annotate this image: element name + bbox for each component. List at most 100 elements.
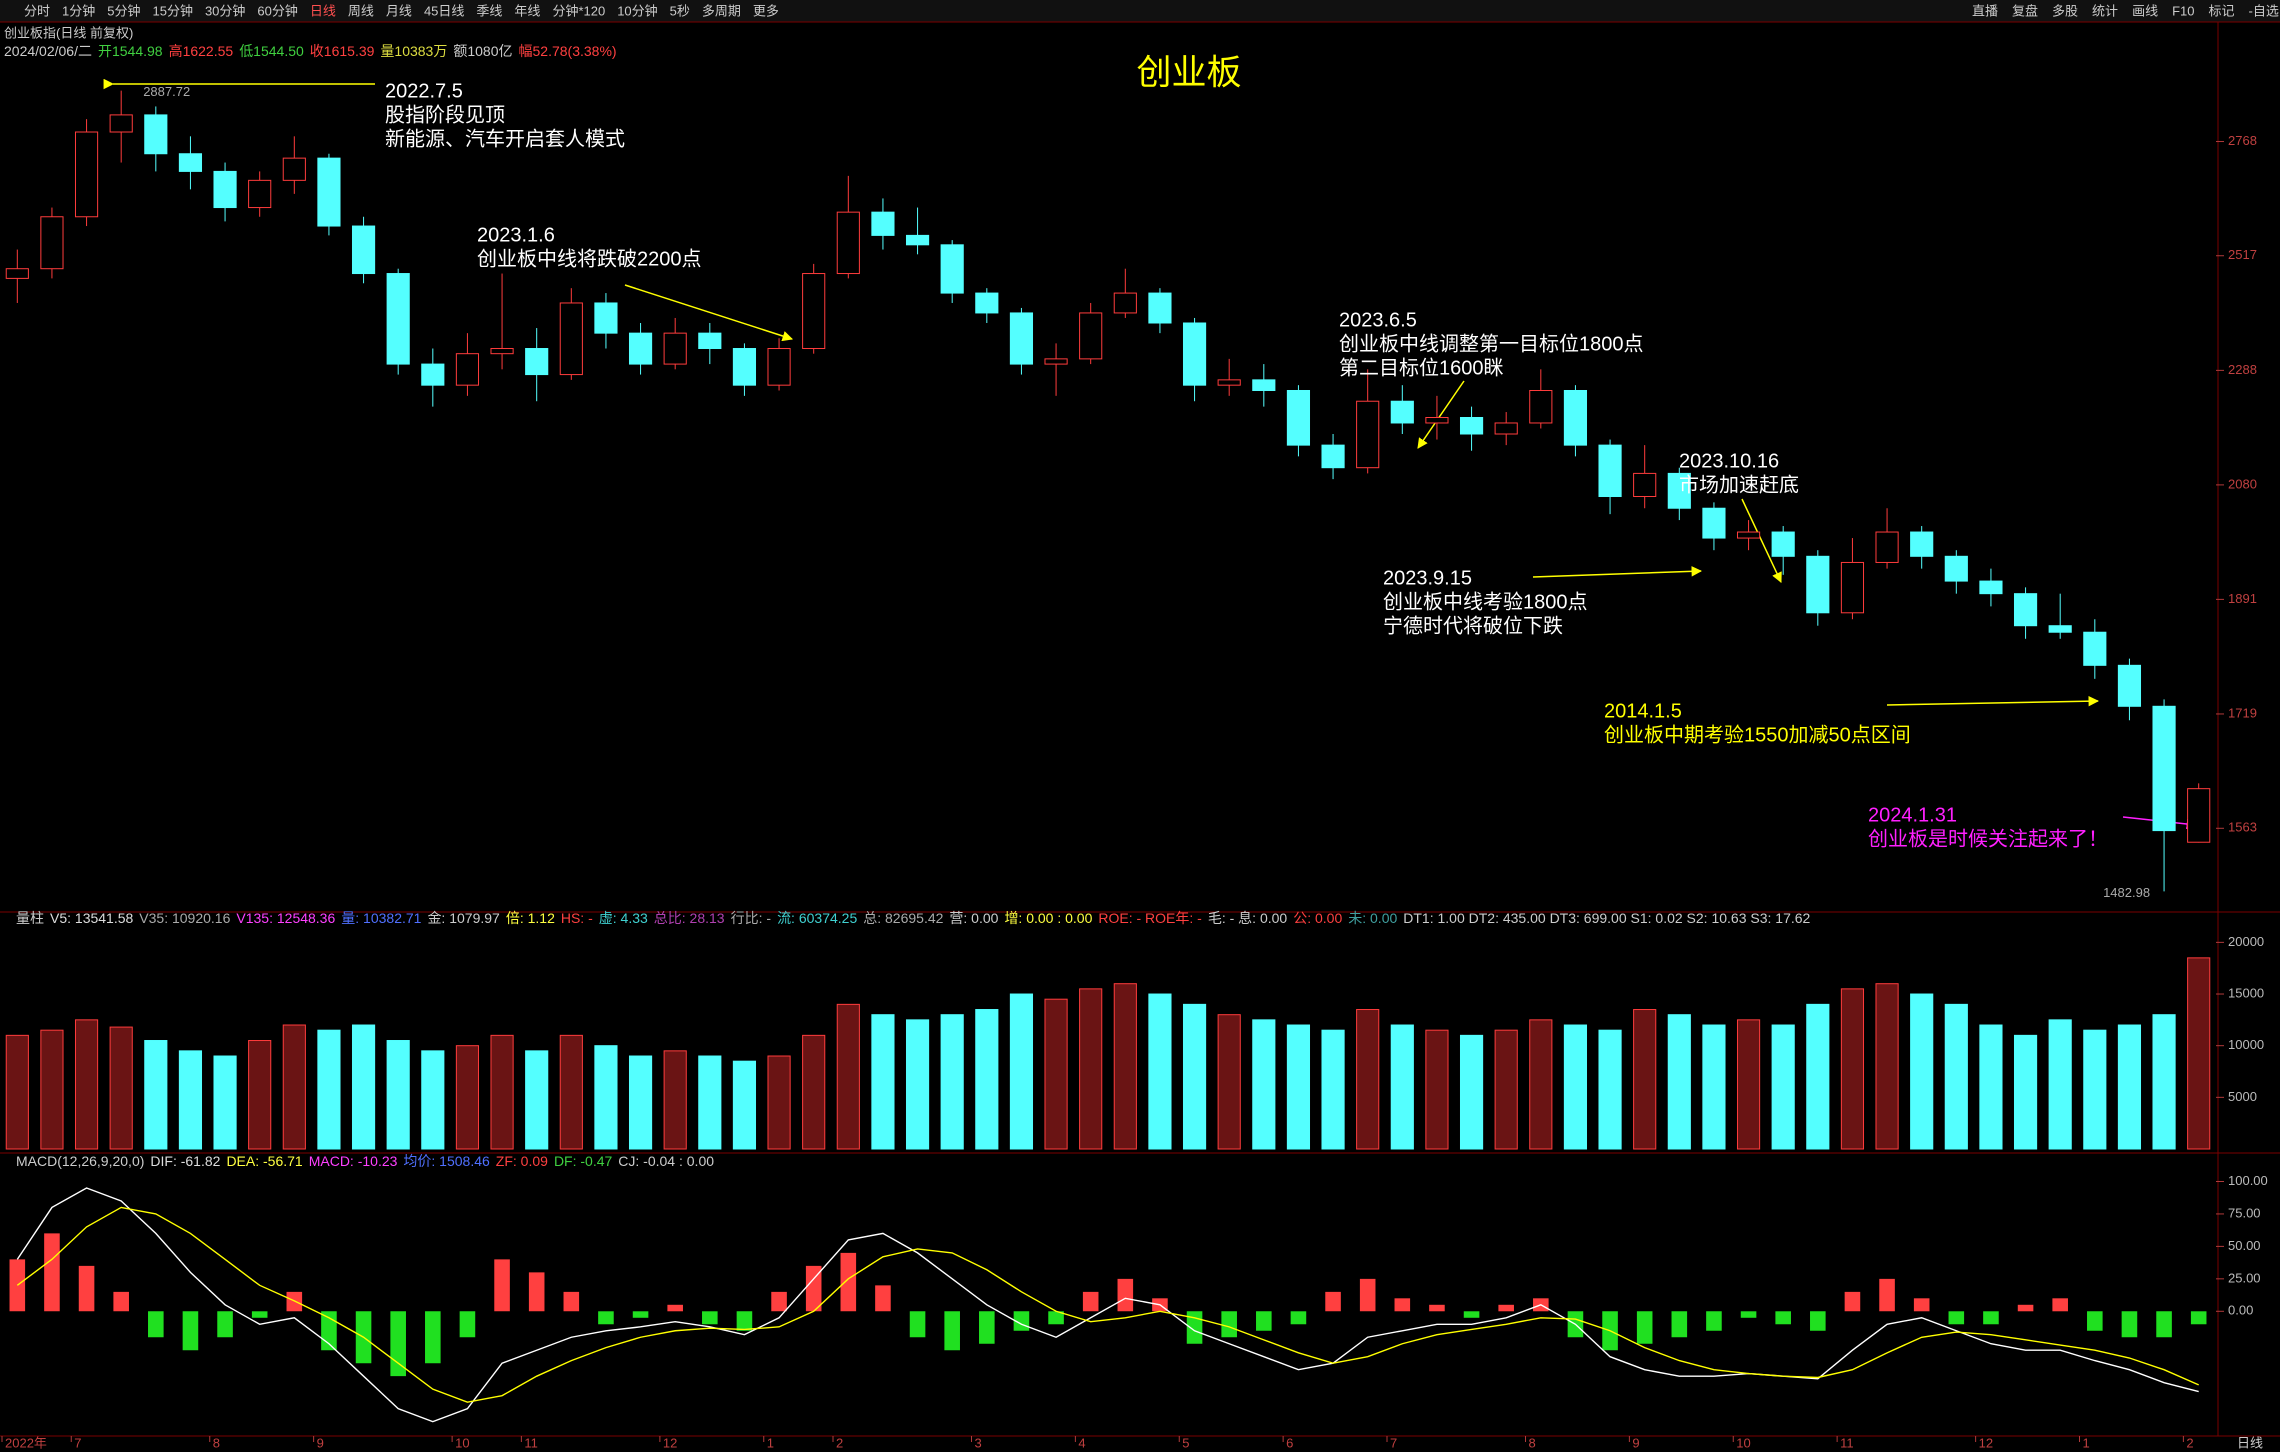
volume-bar xyxy=(490,1034,514,1150)
volume-bar xyxy=(455,1045,480,1150)
toolbar-button[interactable]: 分钟*120 xyxy=(552,3,605,18)
candle-body xyxy=(2013,593,2038,627)
candle-body xyxy=(940,244,964,294)
toolbar-button[interactable]: 标记 xyxy=(2208,3,2234,18)
toolbar-button[interactable]: 周线 xyxy=(348,3,374,18)
volume-bar xyxy=(1356,1009,1380,1150)
header-item: ZF: 0.09 xyxy=(496,1153,548,1169)
high-label: 2887.72 xyxy=(143,84,190,99)
annotation: 市场加速赶底 xyxy=(1679,473,1799,496)
header-item: V5: 13541.58 xyxy=(50,910,134,926)
period-button[interactable]: 日线 xyxy=(2237,1435,2263,1450)
candle-body xyxy=(1979,580,2003,595)
candle-body xyxy=(1633,472,1657,498)
volume-bar xyxy=(698,1055,722,1150)
header-item: 高1622.55 xyxy=(169,43,234,59)
header-item: 虚: 4.33 xyxy=(599,910,648,926)
toolbar-button[interactable]: 直播 xyxy=(1972,3,1998,18)
toolbar-button[interactable]: F10 xyxy=(2172,3,2194,18)
candle-body xyxy=(1736,531,1761,539)
toolbar-button[interactable]: 季线 xyxy=(476,3,502,18)
y-tick-label: 100.00 xyxy=(2228,1173,2268,1188)
toolbar-button[interactable]: 复盘 xyxy=(2012,3,2038,18)
header-item: 未: 0.00 xyxy=(1348,910,1397,926)
chart-title: 创业板 xyxy=(1136,53,1241,92)
y-tick-label: 25.00 xyxy=(2228,1270,2261,1285)
toolbar-button[interactable]: 30分钟 xyxy=(205,3,245,18)
arrows xyxy=(103,78,2198,830)
candle-body xyxy=(1390,400,1414,424)
macd-line xyxy=(16,1187,2199,1423)
toolbar-button[interactable]: -自选 xyxy=(2249,3,2279,18)
header-item: DIF: -61.82 xyxy=(150,1153,220,1169)
volume-bar xyxy=(2152,1014,2176,1150)
toolbar-button[interactable]: 45日线 xyxy=(424,3,464,18)
header-item: 流: 60374.25 xyxy=(777,910,857,926)
candle-body xyxy=(282,157,306,181)
panel-header: 量柱 V5: 13541.58 V35: 10920.16 V135: 12548.3… xyxy=(16,910,1811,926)
y-tick-label: 0.00 xyxy=(2228,1303,2253,1318)
candle-body xyxy=(178,153,203,172)
candle-body xyxy=(2187,788,2211,843)
candle-body xyxy=(40,216,64,270)
low-label: 1482.98 xyxy=(2103,885,2150,900)
toolbar-button[interactable]: 画线 xyxy=(2132,3,2158,18)
candle-body xyxy=(386,273,410,365)
x-tick-label: 9 xyxy=(1632,1435,1639,1450)
candle-body xyxy=(1944,555,1968,582)
toolbar-button[interactable]: 15分钟 xyxy=(152,3,192,18)
toolbar-button[interactable]: 多周期 xyxy=(702,3,741,18)
toolbar-button[interactable]: 5分钟 xyxy=(107,3,140,18)
header-item: 行比: - xyxy=(731,910,772,926)
volume-bar xyxy=(213,1055,237,1150)
toolbar-button[interactable]: 年线 xyxy=(514,3,540,18)
toolbar-button[interactable]: 60分钟 xyxy=(257,3,297,18)
toolbar-button[interactable]: 1分钟 xyxy=(62,3,95,18)
annotation: 2022.7.5 xyxy=(385,80,463,102)
volume-bar xyxy=(594,1045,618,1150)
candle-body xyxy=(628,332,653,365)
toolbar-button[interactable]: 5秒 xyxy=(670,3,690,18)
toolbar-button[interactable]: 分时 xyxy=(24,3,50,18)
candle-body xyxy=(144,114,168,155)
y-tick-label: 1891 xyxy=(2228,591,2257,606)
volume-bar xyxy=(2048,1019,2072,1150)
x-tick-label: 2 xyxy=(2186,1435,2193,1450)
volume-bar xyxy=(940,1014,964,1150)
toolbar-button[interactable]: 月线 xyxy=(386,3,412,18)
candle-body xyxy=(594,302,618,334)
volume-bar xyxy=(1425,1029,1449,1150)
candle-body xyxy=(2083,631,2107,666)
arrow xyxy=(1741,498,1782,583)
toolbar-button[interactable]: 多股 xyxy=(2052,3,2078,18)
annotation: 第二目标位1600眯 xyxy=(1339,356,1504,379)
candle-body xyxy=(1044,358,1068,365)
header-item: 收1615.39 xyxy=(310,43,375,59)
header-item: 总比: 28.13 xyxy=(654,910,725,926)
candle-body xyxy=(2117,664,2142,707)
volume-bar xyxy=(40,1029,64,1150)
volume-bar xyxy=(628,1055,653,1150)
x-tick-label: 4 xyxy=(1078,1435,1085,1450)
candle-body xyxy=(351,225,376,275)
toolbar-button[interactable]: 统计 xyxy=(2092,3,2118,18)
volume-bar xyxy=(1875,983,1899,1150)
toolbar-button[interactable]: 日线 xyxy=(310,3,336,18)
y-tick-label: 5000 xyxy=(2228,1089,2257,1104)
candle-body xyxy=(1806,555,1830,614)
volume-bar xyxy=(1390,1024,1414,1150)
candle-body xyxy=(1563,389,1588,446)
header-item: 增: 0.00 : 0.00 xyxy=(1004,910,1092,926)
candle-body xyxy=(248,179,272,209)
candle-body xyxy=(1217,379,1241,386)
header-item: 低1544.50 xyxy=(239,43,304,59)
volume-bar xyxy=(1979,1024,2003,1150)
candle-body xyxy=(2048,625,2072,633)
annotation: 创业板中线调整第一目标位1800点 xyxy=(1339,332,1644,355)
toolbar-button[interactable]: 10分钟 xyxy=(617,3,657,18)
header-item: DF: -0.47 xyxy=(554,1153,613,1169)
volume-bar xyxy=(386,1040,410,1150)
toolbar-button[interactable]: 更多 xyxy=(753,3,779,18)
header-item: 量: 10382.71 xyxy=(341,910,421,926)
